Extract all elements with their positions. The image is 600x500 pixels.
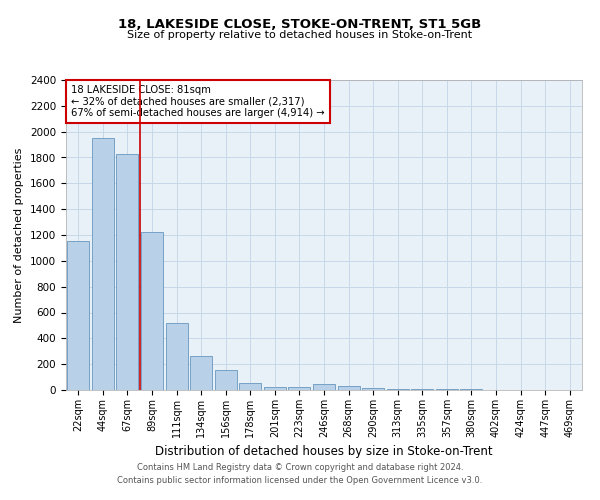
Text: Contains public sector information licensed under the Open Government Licence v3: Contains public sector information licen… [118, 476, 482, 485]
Bar [411, 389, 433, 390]
Bar [338, 386, 359, 390]
Bar [239, 383, 262, 390]
Bar [289, 388, 310, 390]
Text: Contains HM Land Registry data © Crown copyright and database right 2024.: Contains HM Land Registry data © Crown c… [137, 464, 463, 472]
Bar [166, 324, 188, 390]
X-axis label: Distribution of detached houses by size in Stoke-on-Trent: Distribution of detached houses by size … [155, 446, 493, 458]
Text: 18, LAKESIDE CLOSE, STOKE-ON-TRENT, ST1 5GB: 18, LAKESIDE CLOSE, STOKE-ON-TRENT, ST1 … [118, 18, 482, 30]
Bar [386, 388, 409, 390]
Bar [141, 232, 163, 390]
Bar [67, 242, 89, 390]
Bar [264, 387, 286, 390]
Bar [116, 154, 139, 390]
Text: 18 LAKESIDE CLOSE: 81sqm
← 32% of detached houses are smaller (2,317)
67% of sem: 18 LAKESIDE CLOSE: 81sqm ← 32% of detach… [71, 84, 325, 118]
Bar [215, 370, 237, 390]
Text: Size of property relative to detached houses in Stoke-on-Trent: Size of property relative to detached ho… [127, 30, 473, 40]
Bar [190, 356, 212, 390]
Bar [92, 138, 114, 390]
Bar [362, 388, 384, 390]
Y-axis label: Number of detached properties: Number of detached properties [14, 148, 25, 322]
Bar [313, 384, 335, 390]
